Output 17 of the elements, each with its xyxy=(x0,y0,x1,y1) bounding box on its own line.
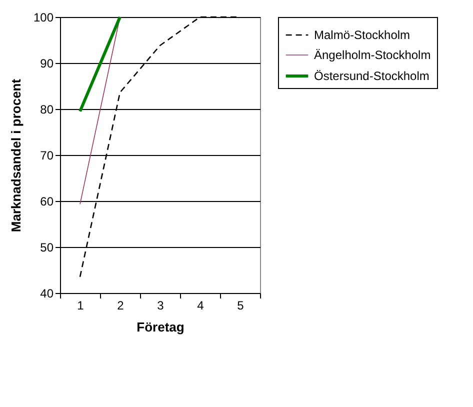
y-axis-title: Marknadsandel i procent xyxy=(8,78,24,232)
y-tick-label: 90 xyxy=(40,56,54,70)
y-tick-label: 100 xyxy=(33,10,54,24)
legend-label: Östersund-Stockholm xyxy=(314,69,430,83)
x-tick-label: 4 xyxy=(197,298,204,312)
y-tick-label: 40 xyxy=(40,286,54,300)
y-tick-label: 50 xyxy=(40,240,54,254)
x-tick-label: 2 xyxy=(117,298,124,312)
y-tick-label: 60 xyxy=(40,194,54,208)
legend-label: Ängelholm-Stockholm xyxy=(314,48,431,62)
y-tick-label: 70 xyxy=(40,148,54,162)
y-tick-label: 80 xyxy=(40,102,54,116)
x-tick-label: 1 xyxy=(77,298,84,312)
x-axis-title: Företag xyxy=(136,320,184,334)
legend-label: Malmö-Stockholm xyxy=(314,28,410,42)
x-tick-label: 5 xyxy=(237,298,244,312)
x-tick-label: 3 xyxy=(157,298,164,312)
